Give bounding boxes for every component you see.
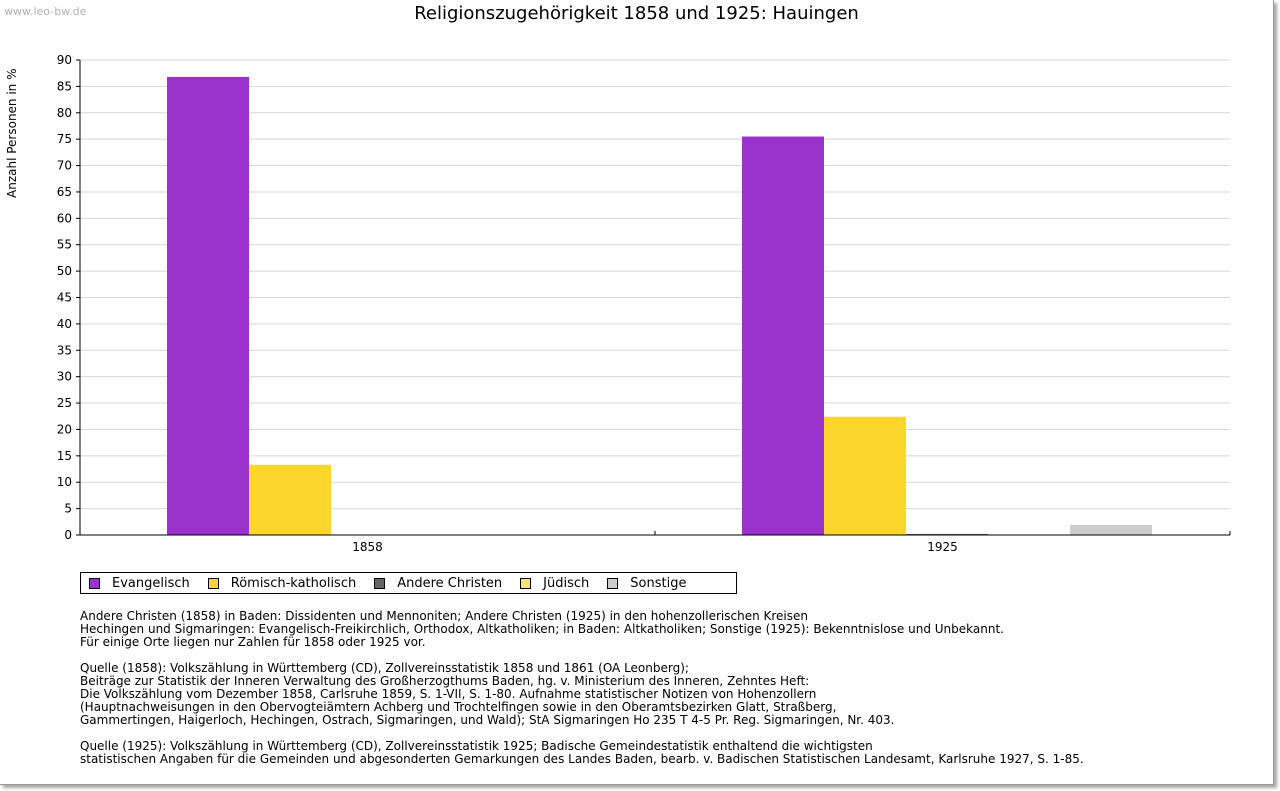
- legend-label: Jüdisch: [543, 575, 590, 591]
- x-tick-label: 1925: [927, 540, 958, 554]
- note-paragraph: Quelle (1925): Volkszählung in Württembe…: [80, 739, 1084, 766]
- y-tick-label: 45: [57, 291, 72, 305]
- bars: [167, 76, 1152, 535]
- y-tick-label: 55: [57, 238, 72, 252]
- chart-title: Religionszugehörigkeit 1858 und 1925: Ha…: [414, 3, 859, 24]
- watermark: www.leo-bw.de: [4, 5, 87, 18]
- legend-label: Römisch-katholisch: [230, 575, 357, 591]
- legend-swatch: [520, 577, 532, 589]
- chart-notes: Andere Christen (1858) in Baden: Disside…: [80, 610, 1250, 779]
- y-tick-label: 90: [57, 53, 72, 67]
- legend-item: Römisch-katholisch: [207, 575, 357, 591]
- bar: [249, 464, 331, 535]
- y-tick-label: 35: [57, 343, 72, 357]
- y-tick-label: 5: [64, 502, 72, 516]
- y-tick-label: 65: [57, 185, 72, 199]
- y-tick-label: 15: [57, 449, 72, 463]
- y-tick-label: 85: [57, 79, 72, 93]
- legend-label: Evangelisch: [112, 575, 190, 591]
- bar: [906, 533, 988, 535]
- y-axis-label: Anzahl Personen in %: [5, 68, 19, 198]
- y-tick-label: 20: [57, 422, 72, 436]
- y-tick-label: 70: [57, 159, 72, 173]
- y-tick-label: 75: [57, 132, 72, 146]
- x-tick-label: 1858: [352, 540, 383, 554]
- bar: [742, 136, 824, 535]
- y-tick-label: 10: [57, 475, 72, 489]
- axes: 0 5 10 15 20 25 30 35 40 45 50 55 60 65 70 75 80 85 90 1858…: [57, 53, 1231, 554]
- y-tick-label: 60: [57, 211, 72, 225]
- legend-item: Andere Christen: [374, 576, 502, 591]
- legend-item: Evangelisch: [89, 576, 190, 591]
- legend-swatch: [374, 577, 386, 589]
- legend-swatch: [607, 577, 619, 589]
- legend-label: Andere Christen: [397, 575, 503, 591]
- y-tick-label: 0: [64, 528, 72, 542]
- bar: [824, 416, 906, 535]
- legend-item: Sonstige: [607, 576, 686, 591]
- y-tick-label: 25: [57, 396, 72, 410]
- note-paragraph: Andere Christen (1858) in Baden: Disside…: [80, 609, 1004, 649]
- y-tick-label: 80: [57, 106, 72, 120]
- y-tick-label: 30: [57, 370, 72, 384]
- note-paragraph: Quelle (1858): Volkszählung in Württembe…: [80, 661, 895, 727]
- grid-lines: [80, 59, 1230, 510]
- legend-label: Sonstige: [630, 575, 687, 591]
- legend-item: Jüdisch: [520, 576, 589, 591]
- bar: [1070, 524, 1152, 535]
- bar: [167, 76, 249, 535]
- y-tick-label: 40: [57, 317, 72, 331]
- bar-chart: 0 5 10 15 20 25 30 35 40 45 50 55 60 65 70 75 80 85 90 1858…: [5, 53, 1231, 554]
- legend: Evangelisch Römisch-katholisch Andere Chri…: [80, 572, 737, 594]
- y-tick-label: 50: [57, 264, 72, 278]
- legend-swatch: [89, 577, 100, 589]
- legend-swatch: [207, 577, 219, 589]
